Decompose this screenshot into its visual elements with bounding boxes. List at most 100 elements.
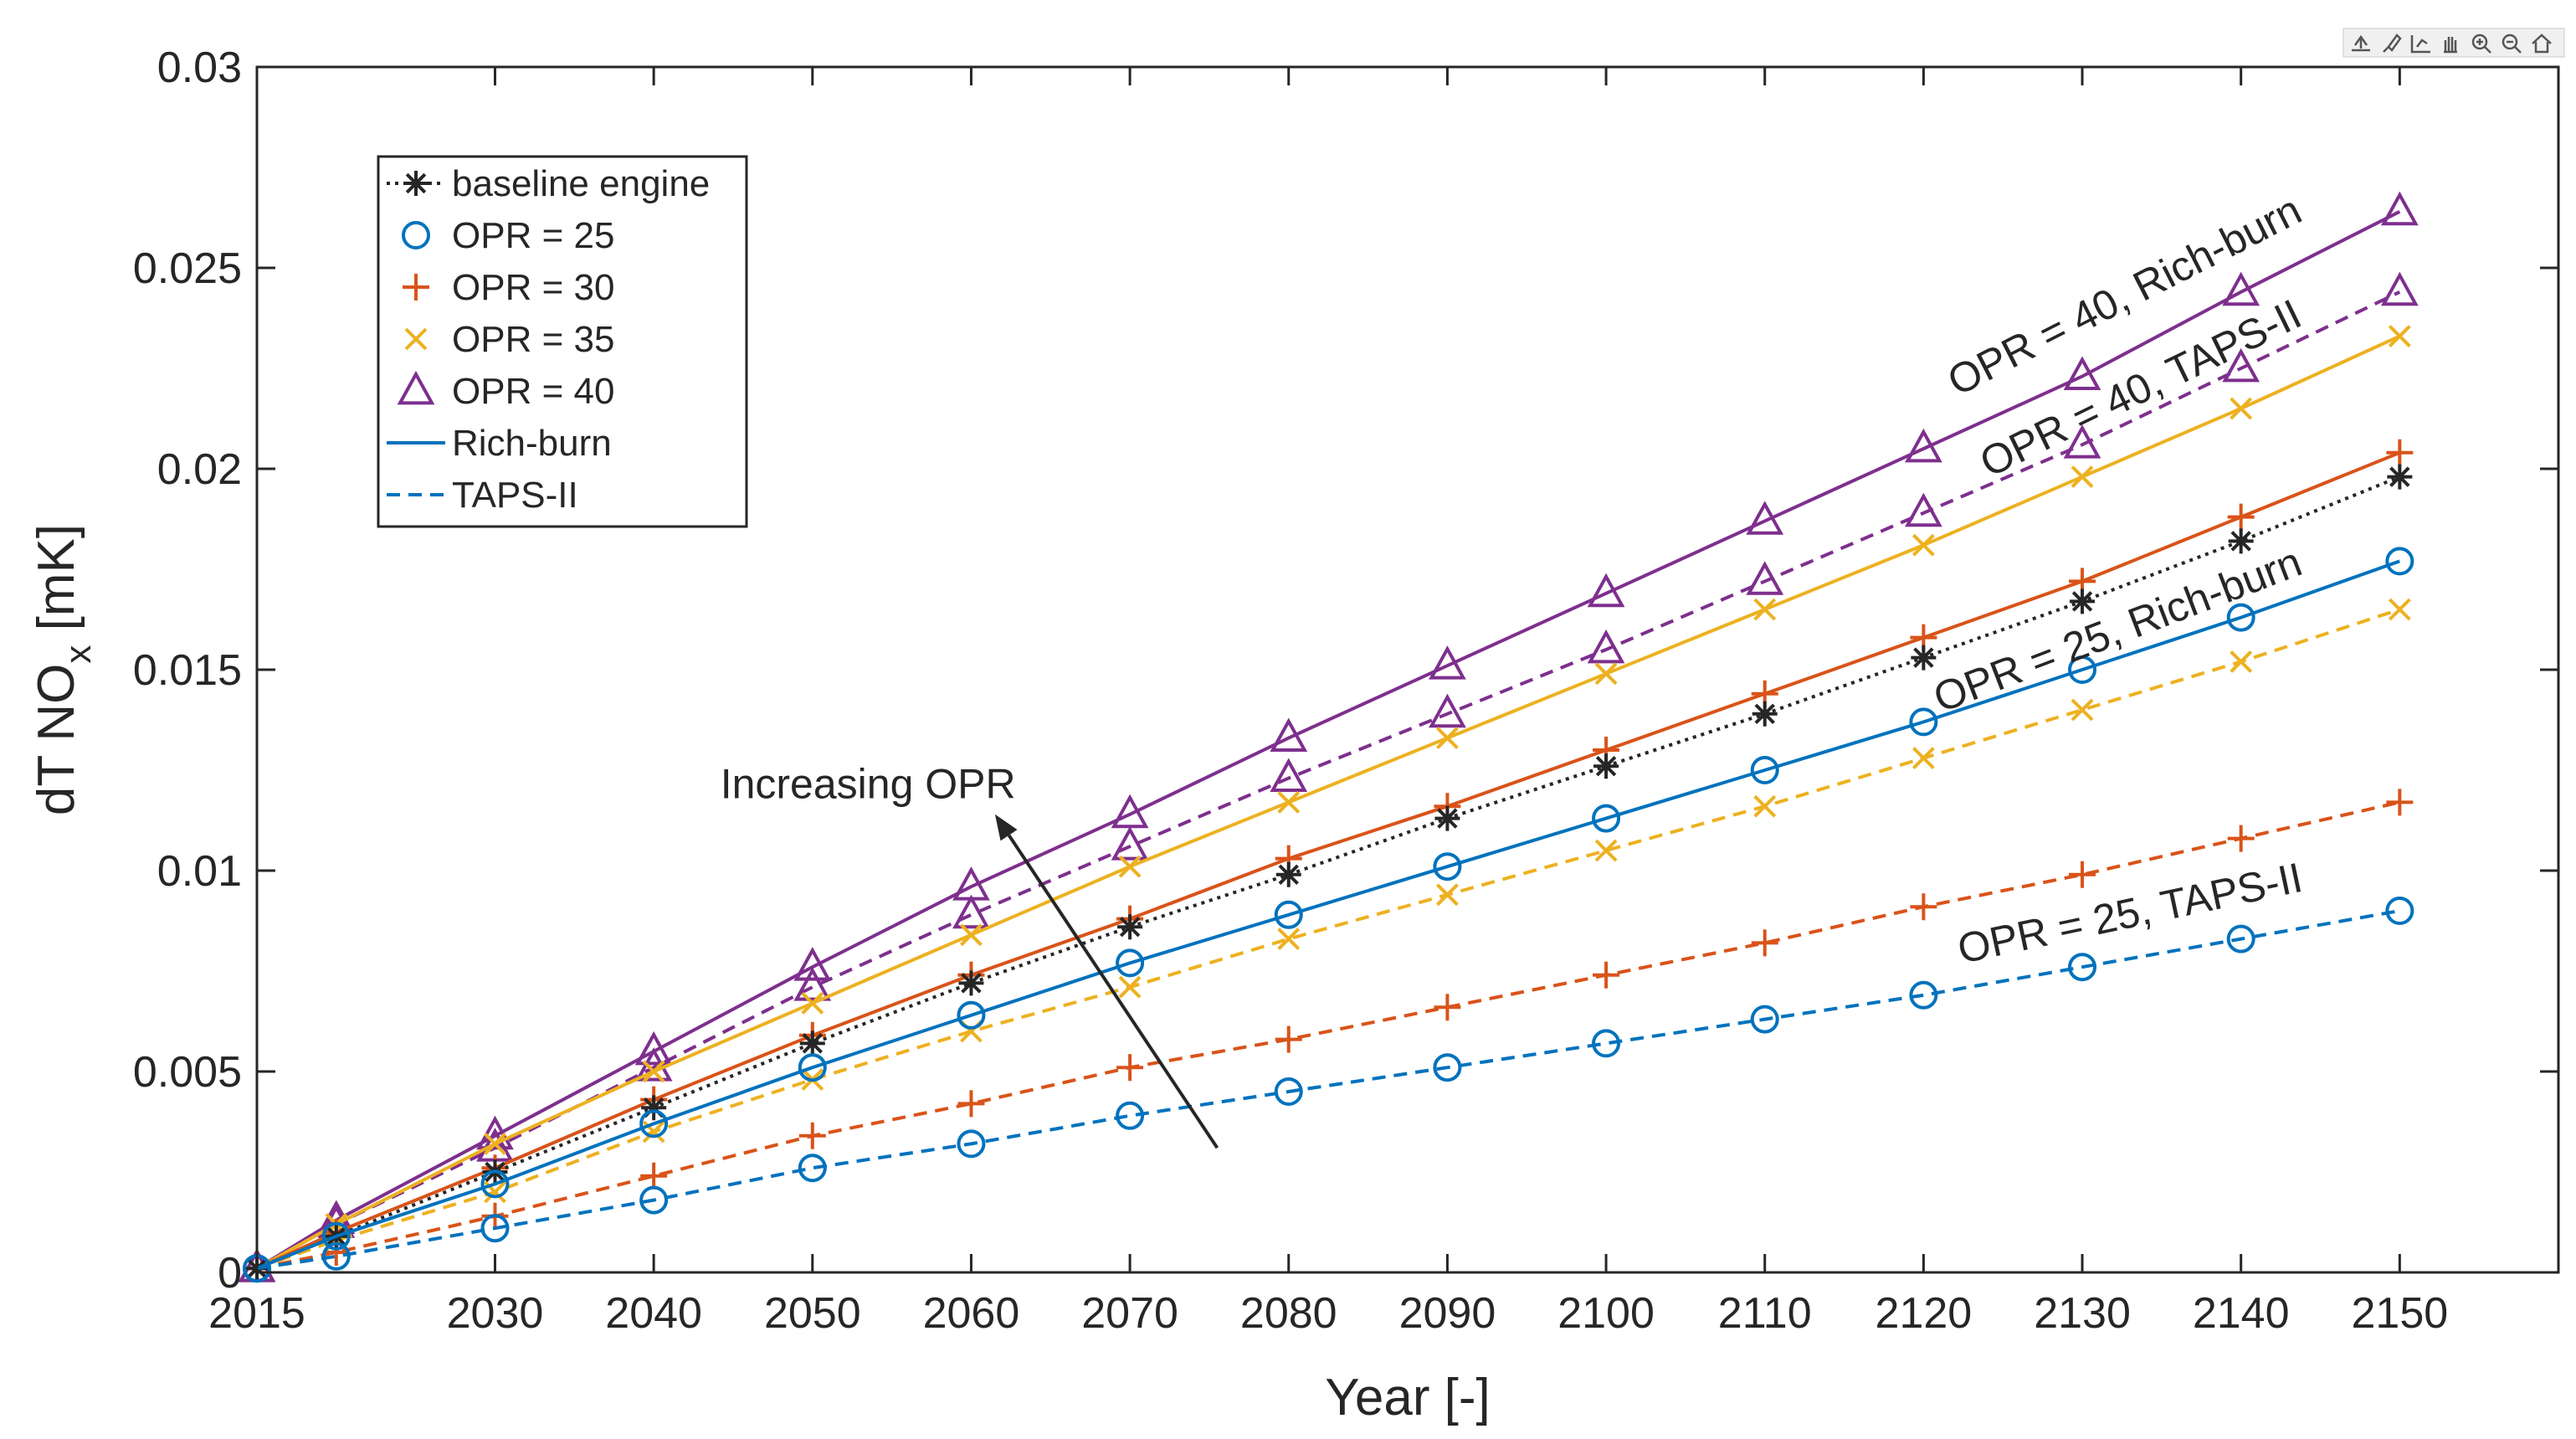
data-point: [1433, 852, 1462, 881]
data-point: [2068, 953, 2097, 982]
data-point: [1435, 883, 1459, 907]
data-point: [1429, 645, 1466, 680]
data-point: [1116, 1101, 1145, 1130]
data-point: [1274, 1077, 1303, 1106]
data-point: [2230, 397, 2253, 420]
data-point: [1909, 707, 1938, 737]
data-point: [2069, 861, 2096, 888]
data-point: [1275, 1025, 1302, 1053]
x-tick-label: 2050: [764, 1289, 861, 1338]
data-point: [1116, 948, 1145, 978]
data-point: [2227, 825, 2255, 852]
brush-icon[interactable]: [2383, 33, 2402, 53]
x-tick-label: 2040: [605, 1289, 702, 1338]
data-point: [957, 1090, 985, 1118]
increasing-opr-arrow: [1007, 834, 1219, 1149]
data-point: [1753, 598, 1777, 621]
data-point: [639, 1109, 669, 1138]
data-point: [960, 923, 983, 947]
zoom-in-icon[interactable]: [2471, 33, 2491, 54]
data-point: [1910, 893, 1937, 921]
data-point: [1911, 645, 1937, 671]
y-axis-title-unit: [mK]: [28, 524, 85, 645]
data-point: [2386, 789, 2414, 816]
data-point: [642, 1060, 665, 1083]
legend-marker: [403, 171, 428, 196]
legend-entry-1: OPR = 25: [402, 215, 614, 256]
data-point: [321, 1241, 351, 1271]
y-tick-label: 0.01: [157, 847, 242, 896]
x-tick-label: 2070: [1081, 1289, 1178, 1338]
data-point: [1270, 717, 1308, 752]
data-point: [2071, 698, 2094, 722]
data-point: [1593, 753, 1619, 779]
data-point: [2227, 503, 2255, 531]
data-point: [1746, 561, 1784, 595]
data-point: [1117, 914, 1143, 940]
data-point: [1118, 975, 1142, 999]
data-point: [2388, 325, 2411, 348]
data-point: [2226, 603, 2255, 632]
x-tick-label: 2030: [447, 1289, 544, 1338]
legend-label: OPR = 25: [452, 215, 614, 256]
legend-marker: [403, 274, 429, 301]
data-point: [1587, 573, 1625, 608]
legend-entry-3: OPR = 35: [404, 319, 614, 360]
pan-icon[interactable]: [2444, 37, 2457, 54]
ticks-layer: 2015 2030 2040 2050 2060 2070 2080 2090 2100 2110…: [133, 44, 2558, 1338]
data-point: [2230, 650, 2253, 673]
data-point: [957, 1000, 986, 1030]
x-tick-label: 2015: [208, 1289, 305, 1338]
toolbar-background: [2343, 28, 2565, 58]
data-point: [1592, 1029, 1621, 1058]
series-line: [255, 210, 2401, 1270]
data-point: [957, 1129, 986, 1159]
data-point: [2063, 356, 2101, 390]
data-point: [1435, 727, 1459, 750]
home-icon[interactable]: [2532, 33, 2552, 54]
data-point: [1752, 701, 1778, 727]
data-point: [2380, 271, 2419, 306]
data-point: [1594, 839, 1618, 862]
data-point: [2063, 424, 2101, 459]
datatip-icon[interactable]: [2410, 35, 2430, 54]
data-point: [1111, 826, 1149, 861]
data-point: [2380, 191, 2419, 226]
data-point: [634, 1030, 673, 1066]
legend-entry-0: baseline engine: [387, 163, 710, 204]
y-axis-title-subscript: x: [58, 645, 99, 664]
x-tick-label: 2110: [1718, 1289, 1812, 1338]
legend-label: OPR = 35: [452, 319, 614, 360]
legend-label: OPR = 30: [452, 267, 614, 308]
x-tick-label: 2060: [923, 1289, 1020, 1338]
axes-toolbar: [2343, 28, 2565, 58]
data-point: [1909, 980, 1938, 1010]
data-point: [1750, 756, 1779, 784]
data-point: [1429, 693, 1466, 728]
data-point: [1277, 928, 1301, 951]
series-8: [243, 897, 2414, 1283]
data-point: [798, 1122, 826, 1149]
data-point: [793, 947, 832, 981]
data-point: [641, 1095, 667, 1121]
data-point: [1434, 994, 1461, 1021]
data-point: [799, 1030, 825, 1056]
data-point: [1594, 662, 1618, 686]
export-icon[interactable]: [2352, 34, 2370, 52]
y-tick-label: 0.015: [133, 646, 242, 695]
data-point: [1753, 794, 1777, 818]
data-point: [2068, 655, 2097, 684]
data-point: [1911, 533, 1935, 557]
data-point: [1750, 1005, 1779, 1034]
data-point: [1274, 900, 1303, 929]
zoom-out-icon[interactable]: [2502, 33, 2522, 54]
data-point: [2222, 347, 2260, 383]
legend: baseline engine OPR = 25 OPR = 30 OPR = 35 O…: [377, 155, 748, 528]
legend-label: TAPS-II: [452, 475, 578, 516]
data-point: [2385, 547, 2414, 576]
data-point: [1270, 758, 1308, 792]
data-point: [1433, 1053, 1462, 1082]
data-point: [2071, 465, 2094, 489]
y-tick-label: 0: [218, 1249, 242, 1298]
